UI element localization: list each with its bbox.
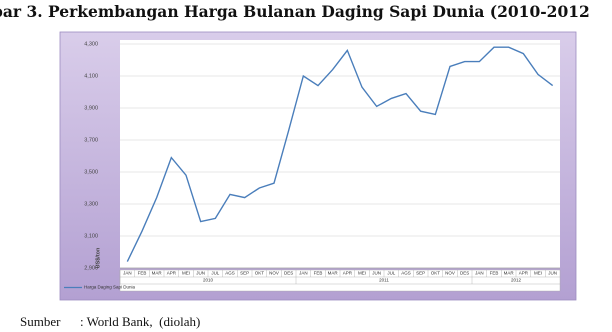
x-tick-label: MEI <box>534 271 542 276</box>
x-tick-label: OKT <box>431 271 441 276</box>
x-tick-label: JAN <box>475 271 484 276</box>
x-tick-label: AGS <box>225 271 235 276</box>
x-tick-label: APR <box>167 271 177 276</box>
data-line <box>126 46 554 262</box>
y-tick-label: 4,100 <box>84 73 98 79</box>
x-tick-label: APR <box>343 271 353 276</box>
x-tick-label: JUN <box>548 271 557 276</box>
plot-area <box>120 40 560 268</box>
x-tick-label: MAR <box>504 271 515 276</box>
x-tick-label: MAR <box>328 271 339 276</box>
y-axis-label: US$/ton <box>95 247 101 268</box>
x-tick-label: JUN <box>196 271 205 276</box>
x-group-label: 2012 <box>511 278 522 283</box>
x-tick-label: JUN <box>372 271 381 276</box>
x-tick-label: JUL <box>387 271 395 276</box>
x-tick-label: NOV <box>269 271 279 276</box>
source-note: Sumber : World Bank, (diolah) <box>20 314 200 329</box>
x-group-label: 2010 <box>203 278 214 283</box>
y-tick-label: 3,900 <box>84 105 98 111</box>
x-tick-label: DES <box>460 271 469 276</box>
x-tick-label: NOV <box>445 271 455 276</box>
x-tick-label: SEP <box>416 271 425 276</box>
x-tick-label: JAN <box>123 271 132 276</box>
x-tick-label: SEP <box>240 271 249 276</box>
x-group-label: 2011 <box>379 278 389 283</box>
y-tick-label: 2,900 <box>84 265 98 271</box>
x-tick-label: APR <box>519 271 529 276</box>
legend-label: Harga Daging Sapi Dunia <box>84 285 136 290</box>
x-tick-label: MEI <box>358 271 366 276</box>
y-tick-label: 3,100 <box>84 233 98 239</box>
x-tick-label: JAN <box>299 271 308 276</box>
y-tick-label: 4,300 <box>84 41 98 47</box>
x-tick-label: MEI <box>182 271 190 276</box>
x-tick-label: JUL <box>211 271 219 276</box>
y-tick-label: 3,700 <box>84 137 98 143</box>
y-tick-label: 3,300 <box>84 201 98 207</box>
y-tick-label: 3,500 <box>84 169 98 175</box>
x-tick-label: OKT <box>255 271 265 276</box>
x-tick-label: DES <box>284 271 293 276</box>
x-tick-label: FEB <box>314 271 323 276</box>
x-tick-label: AGS <box>401 271 411 276</box>
x-tick-label: FEB <box>138 271 147 276</box>
x-tick-label: MAR <box>152 271 163 276</box>
chart-title: bar 3. Perkembangan Harga Bulanan Daging… <box>0 2 590 21</box>
x-tick-label: FEB <box>490 271 499 276</box>
